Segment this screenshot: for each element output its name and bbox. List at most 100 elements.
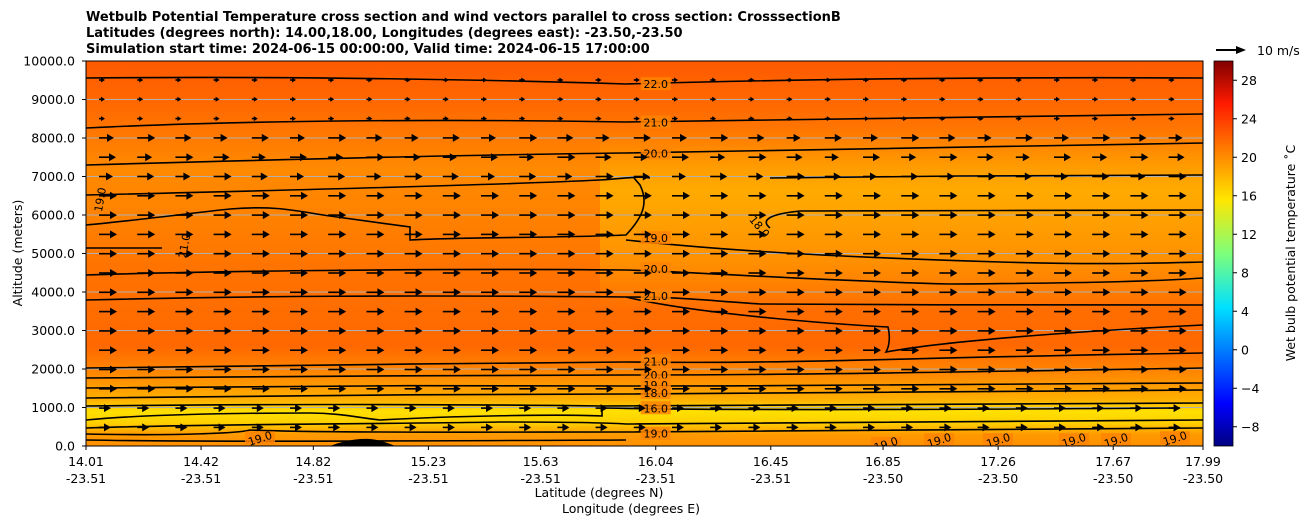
wind-vector-head (950, 365, 958, 374)
wind-vector-head (674, 116, 678, 122)
y-axis-label: Altitude (meters) (10, 200, 25, 307)
wind-vector-head (559, 116, 564, 122)
wind-vector-head (406, 116, 411, 122)
wind-vector-head (683, 249, 690, 258)
wind-vector-head (101, 77, 105, 83)
contour-line (86, 352, 1203, 369)
wind-vector-head (912, 384, 920, 393)
wind-vector-head (415, 384, 423, 393)
wind-vector-head (521, 96, 526, 102)
wind-vector-head (1179, 288, 1187, 297)
wind-vector-head (453, 384, 461, 393)
wind-vector-head (453, 346, 461, 355)
wind-vector-head (759, 211, 767, 220)
wind-vector-head (224, 307, 232, 316)
wind-vector-head (409, 404, 417, 413)
wind-vector-head (492, 230, 499, 239)
y-axis-ticks: 0.0 1000.0 2000.0 3000.0 4000.0 5000.0 6000.0 7… (23, 54, 86, 454)
wind-vector-head (559, 96, 564, 102)
wind-vector-head (256, 404, 264, 413)
wind-vector-head (301, 191, 308, 200)
wind-vector-head (1026, 346, 1034, 355)
wind-vector-head (1056, 77, 1060, 83)
y-tick-label: 5000.0 (31, 246, 75, 261)
wind-vector-head (829, 423, 837, 432)
wind-vector-head (750, 77, 755, 83)
wind-vector-head (677, 404, 684, 413)
wind-vector-head (1094, 116, 1099, 122)
wind-vector-head (874, 288, 881, 297)
wind-vector-head (1179, 307, 1187, 316)
wind-vector-head (297, 172, 304, 181)
wind-vector-head (950, 326, 958, 335)
wind-vector-head (415, 326, 423, 335)
wind-vector-head (110, 191, 117, 200)
wind-vector-head (1064, 153, 1071, 162)
wind-vector-head (110, 211, 117, 220)
wind-vector-head (797, 326, 805, 335)
wind-vector-head (873, 153, 880, 162)
wind-vector-head (826, 77, 831, 83)
wind-vector-head (712, 77, 717, 83)
temperature-field-warm-band (600, 130, 1203, 370)
wind-vector-head (566, 133, 574, 142)
wind-vector-head (492, 191, 499, 200)
wind-vector-head (1103, 326, 1111, 335)
wind-vector-head (568, 269, 576, 277)
wind-vector-head (377, 307, 385, 316)
wind-vector-head (186, 230, 194, 239)
wind-vector-head (865, 77, 869, 83)
wind-vector-head (148, 288, 156, 297)
wind-vector-head (295, 404, 302, 413)
wind-vector-head (721, 133, 729, 142)
wind-vector-head (262, 365, 270, 374)
wind-vector-head (559, 77, 564, 83)
x-tick-label-latitude: 17.67 (1095, 454, 1131, 469)
wind-vector-head (301, 230, 308, 239)
wind-vector-head (415, 191, 423, 200)
contour-label-background (640, 354, 671, 368)
wind-vector-head (833, 172, 841, 181)
wind-vector-head (903, 116, 908, 122)
wind-vector-head (1065, 269, 1072, 277)
wind-vector-head (375, 133, 383, 142)
wind-vector-head (224, 172, 232, 181)
wind-vector-head (530, 191, 538, 200)
wind-vector-head (333, 423, 341, 432)
x-tick-label-longitude: -23.51 (293, 471, 333, 486)
wind-vector-head (253, 96, 258, 102)
wind-vector-head (644, 211, 652, 220)
contour-label-background (1159, 431, 1190, 445)
wind-vector-head (984, 133, 992, 142)
wind-vector-head (409, 423, 417, 432)
wind-vector-head (1065, 191, 1072, 200)
wind-vector-head (680, 133, 687, 142)
contour-label-background (1058, 433, 1089, 446)
wind-vector-head (642, 172, 650, 181)
wind-vector-head (909, 153, 917, 162)
contour-label: 19.0 (872, 435, 899, 455)
wind-vector-head (874, 269, 881, 277)
wind-vector-head (148, 191, 156, 200)
wind-vector-head (683, 346, 690, 355)
wind-vector-head (1103, 269, 1111, 277)
wind-vector-head (988, 172, 996, 181)
x-tick-label-longitude: -23.51 (181, 471, 221, 486)
wind-vector-head (721, 211, 729, 220)
wind-vector-head (674, 77, 678, 83)
wind-vector-head (453, 307, 461, 316)
wind-vector-head (301, 288, 308, 297)
wind-vector-head (1141, 288, 1149, 297)
wind-vector-head (715, 423, 723, 432)
wind-vector-head (1102, 172, 1110, 181)
wind-vector-head (415, 346, 423, 355)
colorbar-tick-label: 28 (1241, 73, 1257, 88)
wind-vector-head (683, 326, 690, 335)
wind-vector-head (298, 133, 305, 142)
contour-label-background (1100, 433, 1131, 446)
wind-vector-head (489, 133, 496, 142)
contour-line (86, 76, 1203, 85)
x-tick-label-longitude: -23.50 (978, 471, 1018, 486)
wind-vector-head (1179, 191, 1187, 200)
wind-vector-head (1103, 346, 1111, 355)
